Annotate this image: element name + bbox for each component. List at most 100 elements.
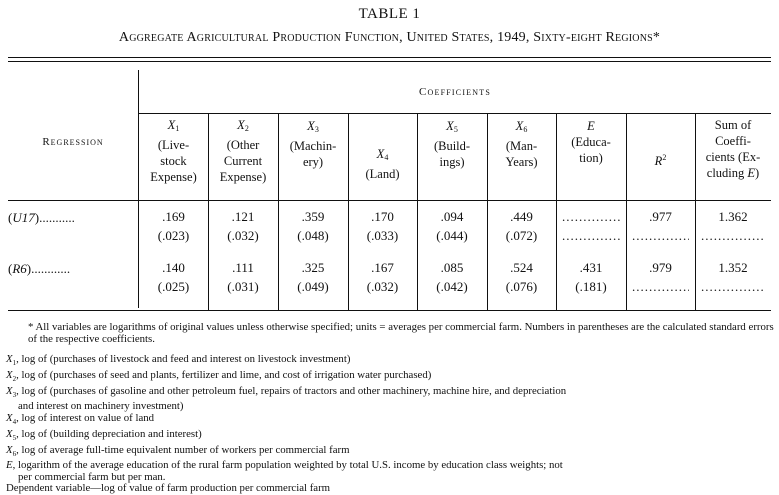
column-description: cluding E)	[706, 166, 760, 180]
empty-cell-dots: ........................	[701, 228, 765, 243]
column-divider	[208, 113, 209, 310]
column-header: R2	[626, 150, 695, 169]
coefficient-value: .325	[301, 260, 325, 275]
coefficient-value: .977	[649, 209, 672, 224]
standard-error: (.181)	[575, 279, 607, 294]
standard-error: (.076)	[505, 279, 538, 294]
column-variable: R2	[654, 153, 667, 169]
column-variable: X5	[446, 119, 458, 134]
coefficient-value: 1.352	[718, 260, 748, 275]
empty-cell-dots: ........................	[701, 279, 765, 294]
standard-error: (.033)	[366, 228, 399, 243]
coefficients-underline	[139, 113, 771, 114]
column-description: stock	[160, 154, 187, 168]
standard-error: (.042)	[436, 279, 468, 294]
note-x5: X5, log of (building depreciation and in…	[6, 427, 202, 442]
header-bottom-rule	[8, 200, 771, 201]
column-divider	[348, 113, 349, 310]
coefficient-value: .085	[440, 260, 464, 275]
column-description: tion)	[579, 151, 603, 165]
column-description: (Educa-	[571, 135, 611, 149]
note-e-cont: per commercial farm but per man.	[18, 470, 166, 483]
column-description: (Machin-	[289, 139, 337, 153]
standard-error: (.044)	[436, 228, 468, 243]
coefficient-value: .167	[371, 260, 394, 275]
column-variable: X2	[237, 118, 249, 133]
column-header: X4 (Land)	[348, 146, 417, 182]
column-header: X6 (Man- Years)	[487, 118, 556, 170]
column-description: Expense)	[150, 170, 197, 184]
standard-error: (.032)	[227, 228, 259, 243]
row-label: (U17)...........	[8, 210, 75, 225]
row-label: (R6)............	[8, 261, 71, 276]
standard-error: (.031)	[227, 279, 259, 294]
column-variable: X3	[307, 119, 319, 134]
column-variable: X6	[515, 119, 528, 134]
regression-divider	[138, 70, 139, 308]
column-description: Sum of	[714, 118, 752, 132]
column-description: ings)	[439, 155, 465, 169]
table-notes: * All variables are logarithms of origin…	[6, 321, 774, 495]
note-e: E, logarithm of the average education of…	[6, 459, 563, 472]
column-divider	[417, 113, 418, 310]
coefficient-value: .449	[510, 209, 533, 224]
column-divider	[278, 113, 279, 310]
coefficient-value: .094	[440, 209, 464, 224]
column-description: ery)	[302, 155, 324, 169]
empty-cell-dots: ........................	[632, 228, 689, 243]
standard-error: (.072)	[505, 228, 538, 243]
column-header: X1 (Live-stock Expense)	[139, 117, 208, 185]
note-x6: X6, log of average full-time equivalent …	[6, 443, 350, 458]
note-x2: X2, log of (purchases of seed and plants…	[6, 368, 432, 384]
standard-error: (.023)	[157, 228, 190, 243]
bottom-rule	[8, 310, 771, 311]
column-header: Sum of Coeffi-cients (Ex-cluding E)	[695, 117, 771, 181]
note-x4: X4, log of interest on value of land	[6, 412, 155, 427]
column-header: X3 (Machin-ery)	[278, 118, 348, 170]
note-x3: X3, log of (purchases of gasoline and ot…	[6, 384, 567, 399]
column-divider	[695, 113, 696, 310]
column-description: Years)	[505, 155, 538, 169]
column-variable: X1	[167, 118, 180, 133]
column-divider	[556, 113, 557, 310]
column-description: (Build-	[433, 139, 471, 153]
empty-cell-dots: ........................	[632, 279, 689, 294]
column-divider	[626, 113, 627, 310]
column-header: E (Educa-tion)	[556, 118, 626, 166]
note-dependent: Dependent variable—log of value of farm …	[6, 482, 331, 495]
regression-header: Regression	[42, 136, 104, 148]
standard-error: (.048)	[297, 228, 329, 243]
column-description: (Man-	[505, 139, 538, 153]
standard-error: (.025)	[157, 279, 190, 294]
coefficient-value: .431	[579, 260, 603, 275]
note-x3-cont: and interest on machinery investment)	[18, 400, 184, 413]
coefficients-header: Coefficients	[419, 86, 491, 98]
top-rule	[8, 57, 771, 58]
column-description: Current	[223, 154, 263, 168]
note-x1: X1, log of (purchases of livestock and f…	[6, 353, 351, 368]
table-subtitle: Aggregate Agricultural Production Functi…	[118, 30, 661, 45]
standard-error: (.032)	[366, 279, 399, 294]
coefficient-value: .524	[510, 260, 533, 275]
column-description: Expense)	[219, 170, 267, 184]
column-variable: X4	[376, 147, 389, 162]
column-description: (Live-	[157, 138, 190, 152]
coefficient-value: .121	[231, 209, 255, 224]
coefficient-value: .170	[371, 209, 394, 224]
note-star: * All variables are logarithms of origin…	[28, 321, 774, 345]
column-divider	[487, 113, 488, 310]
column-description: cients (Ex-	[705, 150, 761, 164]
standard-error: (.049)	[297, 279, 329, 294]
column-variable: E	[587, 119, 595, 133]
column-description: (Other	[226, 138, 260, 152]
column-description: Coeffi-	[715, 134, 751, 148]
empty-cell-dots: ........................	[562, 209, 620, 224]
column-description: (Land)	[365, 167, 400, 181]
table-title: TABLE 1	[358, 6, 421, 22]
coefficient-value: .111	[232, 260, 254, 275]
coefficient-value: .140	[162, 260, 185, 275]
column-header: X2 (Other Current Expense)	[208, 117, 278, 185]
top-rule-2	[8, 61, 771, 62]
empty-cell-dots: ........................	[562, 228, 620, 243]
coefficient-value: .979	[649, 260, 672, 275]
